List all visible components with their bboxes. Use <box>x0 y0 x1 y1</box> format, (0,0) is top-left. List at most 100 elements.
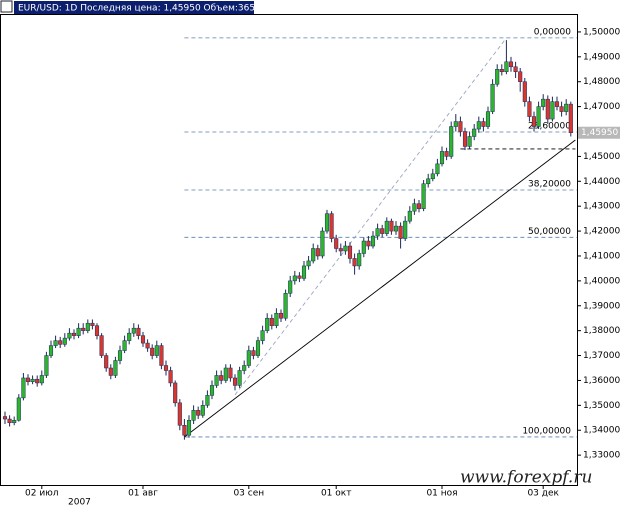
candle-body <box>177 402 182 426</box>
candle-body <box>361 240 366 254</box>
candle-body <box>541 98 546 107</box>
fib-level-label: 100,00000 <box>522 426 571 436</box>
candle-body <box>467 136 472 147</box>
chart-title: EUR/USD: 1D Последняя цена: 1,45950 Объе… <box>18 4 255 14</box>
candle-body <box>421 183 426 209</box>
candle-body <box>237 370 242 386</box>
candle-body <box>407 210 412 222</box>
candle-body <box>495 69 500 85</box>
x-tick-label: 01 ноя <box>426 489 457 499</box>
x-tick-label: 03 сен <box>233 489 264 499</box>
candle-body <box>200 405 205 416</box>
candle-body <box>12 420 17 424</box>
title-box <box>14 1 254 14</box>
y-tick-label: 1,40000 <box>583 276 620 286</box>
candle-body <box>209 385 215 396</box>
y-tick-label: 1,42000 <box>583 227 620 237</box>
fib-level-label: 23,60000 <box>528 122 571 132</box>
candle-body <box>168 370 173 384</box>
candle-body <box>274 312 279 326</box>
candle-body <box>444 151 449 157</box>
candle-body <box>191 410 196 421</box>
last-price-label: 1,45950 <box>581 128 618 138</box>
candle-body <box>159 345 164 366</box>
x-tick-label: 01 окт <box>321 489 352 499</box>
candle-body <box>430 173 435 180</box>
y-tick-label: 1,33000 <box>583 451 620 461</box>
y-tick-label: 1,50000 <box>583 27 620 37</box>
y-tick-label: 1,36000 <box>583 376 620 386</box>
candle-body <box>288 280 293 294</box>
candle-body <box>71 332 77 336</box>
last-price-box <box>578 126 620 139</box>
candle-body <box>53 340 58 346</box>
candle-body <box>283 293 288 319</box>
candle-body <box>223 367 228 381</box>
y-tick-label: 1,48000 <box>583 77 620 87</box>
candle-body <box>426 178 431 185</box>
candle-body <box>499 69 504 73</box>
candle-body <box>173 382 178 404</box>
candle-body <box>21 377 26 399</box>
candle-body <box>513 66 518 73</box>
candle-body <box>508 61 514 68</box>
candle-body <box>329 213 334 239</box>
candle-body <box>481 121 486 127</box>
candle-body <box>504 61 509 73</box>
candle-body <box>182 425 187 436</box>
candle-body <box>62 337 67 345</box>
y-tick-label: 1,45000 <box>583 152 620 162</box>
candle-body <box>403 220 408 239</box>
candle-body <box>412 203 417 212</box>
candle-body <box>2 416 8 420</box>
fib-level-label: 50,00000 <box>528 227 571 237</box>
fib-level-label: 38,20000 <box>528 180 571 190</box>
candle-body <box>228 367 233 379</box>
watermark: www.forexpf.ru <box>460 468 592 488</box>
candle-body <box>458 121 463 132</box>
candle-body <box>265 317 270 331</box>
candle-body <box>462 131 468 147</box>
y-tick-label: 1,49000 <box>583 52 620 62</box>
candle-body <box>30 378 35 382</box>
candle-body <box>99 335 104 356</box>
candle-body <box>85 322 90 331</box>
candle-body <box>370 235 376 247</box>
candle-body <box>568 103 573 133</box>
candle-body <box>81 327 86 331</box>
x-tick-label: 02 июл <box>25 489 59 499</box>
candle-body <box>154 345 159 356</box>
y-tick-label: 1,44000 <box>583 177 620 187</box>
candle-body <box>117 350 123 361</box>
candle-body <box>380 228 385 234</box>
candle-body <box>522 81 527 102</box>
candle-body <box>196 410 201 416</box>
y-tick-label: 1,34000 <box>583 426 620 436</box>
candle-body <box>67 332 72 339</box>
candle-body <box>559 106 564 112</box>
candle-body <box>518 71 523 82</box>
candle-body <box>25 377 31 382</box>
x-tick-label: 03 дек <box>527 489 559 499</box>
candle-body <box>306 260 311 267</box>
candle-body <box>393 225 399 232</box>
candle-body <box>384 220 389 234</box>
window-icon[interactable] <box>0 0 13 13</box>
candle-body <box>301 265 307 279</box>
candle-body <box>278 312 284 319</box>
candle-body <box>145 342 150 349</box>
candle-body <box>527 101 532 117</box>
trendline <box>184 139 576 438</box>
candle-body <box>550 101 555 120</box>
candle-body <box>476 121 481 130</box>
y-tick-label: 1,43000 <box>583 202 620 212</box>
candle-body <box>90 322 95 326</box>
candle-body <box>320 230 325 257</box>
y-tick-label: 1,38000 <box>583 326 620 336</box>
candle-body <box>44 355 49 376</box>
candle-body <box>324 213 330 232</box>
x-tick-label: 01 авг <box>128 489 158 499</box>
candle-body <box>260 330 265 341</box>
